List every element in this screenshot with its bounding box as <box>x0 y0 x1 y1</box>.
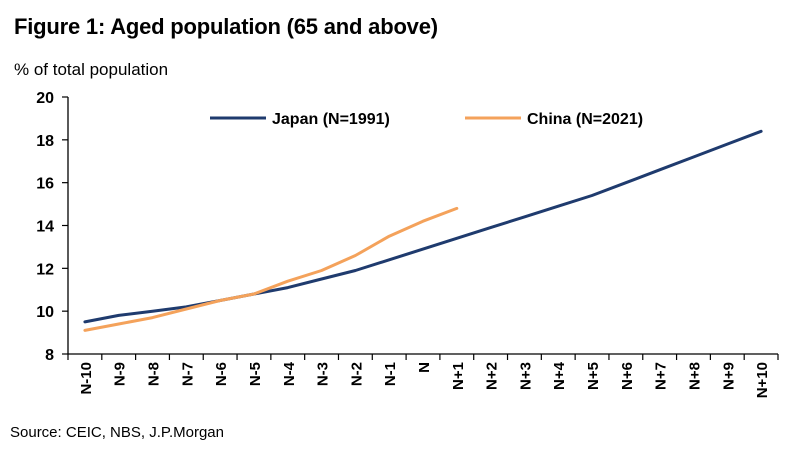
x-tick-label: N+9 <box>720 362 737 390</box>
legend: Japan (N=1991) China (N=2021) <box>210 111 643 128</box>
x-tick-label: N+1 <box>450 362 467 390</box>
x-ticks: N-10 N-9 N-8 N-7 N-6 N-5 N-4 N-3 N-2 N-1 N N+1 N+2 N+… <box>67 354 779 398</box>
x-tick-label: N+7 <box>653 362 670 390</box>
x-tick-label: N-2 <box>348 362 365 386</box>
x-tick-label: N-1 <box>382 362 399 386</box>
series-line-china <box>83 206 459 332</box>
y-tick-label: 18 <box>36 133 54 150</box>
y-tick-label: 16 <box>36 176 54 193</box>
x-tick-label: N-3 <box>315 362 332 386</box>
x-tick-label: N-6 <box>213 362 230 386</box>
source-note: Source: CEIC, NBS, J.P.Morgan <box>10 424 224 441</box>
y-tick-label: 10 <box>36 304 54 321</box>
legend-label-japan: Japan (N=1991) <box>272 111 390 128</box>
x-tick-label: N+10 <box>754 362 771 398</box>
y-ticks: 8 10 12 14 16 18 20 <box>36 90 68 364</box>
x-tick-label: N+5 <box>585 362 602 390</box>
x-tick-label: N-9 <box>112 362 129 386</box>
y-tick-label: 8 <box>45 347 54 364</box>
series-line-japan <box>83 129 763 324</box>
x-tick-label: N-7 <box>179 362 196 386</box>
y-tick-label: 14 <box>36 219 54 236</box>
x-tick-label: N-5 <box>247 362 264 386</box>
x-tick-label: N+3 <box>517 362 534 390</box>
y-axis-unit-label: % of total population <box>14 60 169 79</box>
y-tick-label: 20 <box>36 90 54 107</box>
x-tick-label: N-10 <box>78 362 95 395</box>
x-tick-label: N <box>416 362 433 373</box>
legend-label-china: China (N=2021) <box>527 111 643 128</box>
x-tick-label: N-8 <box>146 362 163 386</box>
x-tick-label: N+4 <box>551 361 568 390</box>
x-tick-label: N+2 <box>484 362 501 390</box>
y-tick-label: 12 <box>36 261 54 278</box>
x-tick-label: N+8 <box>686 362 703 390</box>
x-tick-label: N-4 <box>281 361 298 386</box>
chart-title: Figure 1: Aged population (65 and above) <box>14 14 438 39</box>
axes <box>67 97 778 355</box>
series-lines <box>83 129 763 332</box>
x-tick-label: N+6 <box>619 362 636 390</box>
